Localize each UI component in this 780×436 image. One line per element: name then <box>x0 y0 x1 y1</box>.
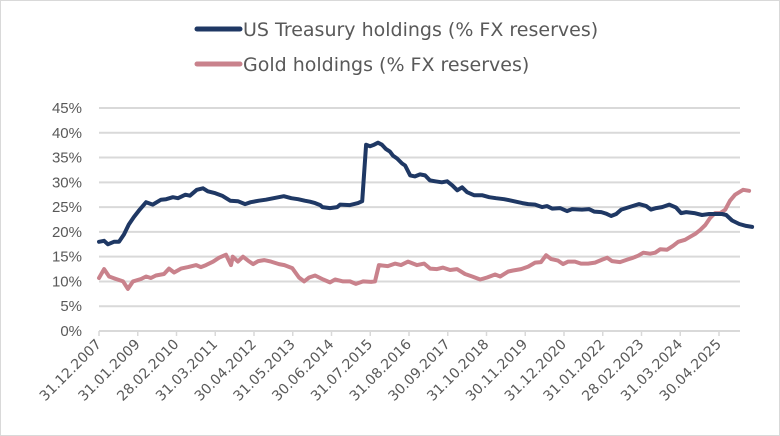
legend: US Treasury holdings (% FX reserves) Gol… <box>194 19 598 76</box>
y-tick-label: 40% <box>52 125 82 142</box>
legend-label-us-treasury: US Treasury holdings (% FX reserves) <box>243 19 598 41</box>
y-tick-label: 10% <box>52 273 82 290</box>
legend-label-gold: Gold holdings (% FX reserves) <box>243 54 529 76</box>
y-tick-label: 25% <box>52 199 82 216</box>
y-tick-label: 30% <box>52 174 82 191</box>
y-tick-label: 20% <box>52 224 82 241</box>
y-tick-label: 35% <box>52 150 82 167</box>
y-tick-label: 15% <box>52 249 82 266</box>
series-lines <box>97 140 755 291</box>
series-line-gold <box>97 187 752 291</box>
y-tick-label: 5% <box>60 298 82 315</box>
x-axis: 31.12.200731.01.200928.02.201031.03.2011… <box>37 330 740 405</box>
series-line-us-treasury <box>97 140 755 247</box>
y-tick-label: 45% <box>52 100 82 117</box>
y-axis-ticks: 0% 5% 10% 15% 20% 25% 30% 35% 40% 45% <box>52 100 82 340</box>
y-tick-label: 0% <box>60 323 82 340</box>
